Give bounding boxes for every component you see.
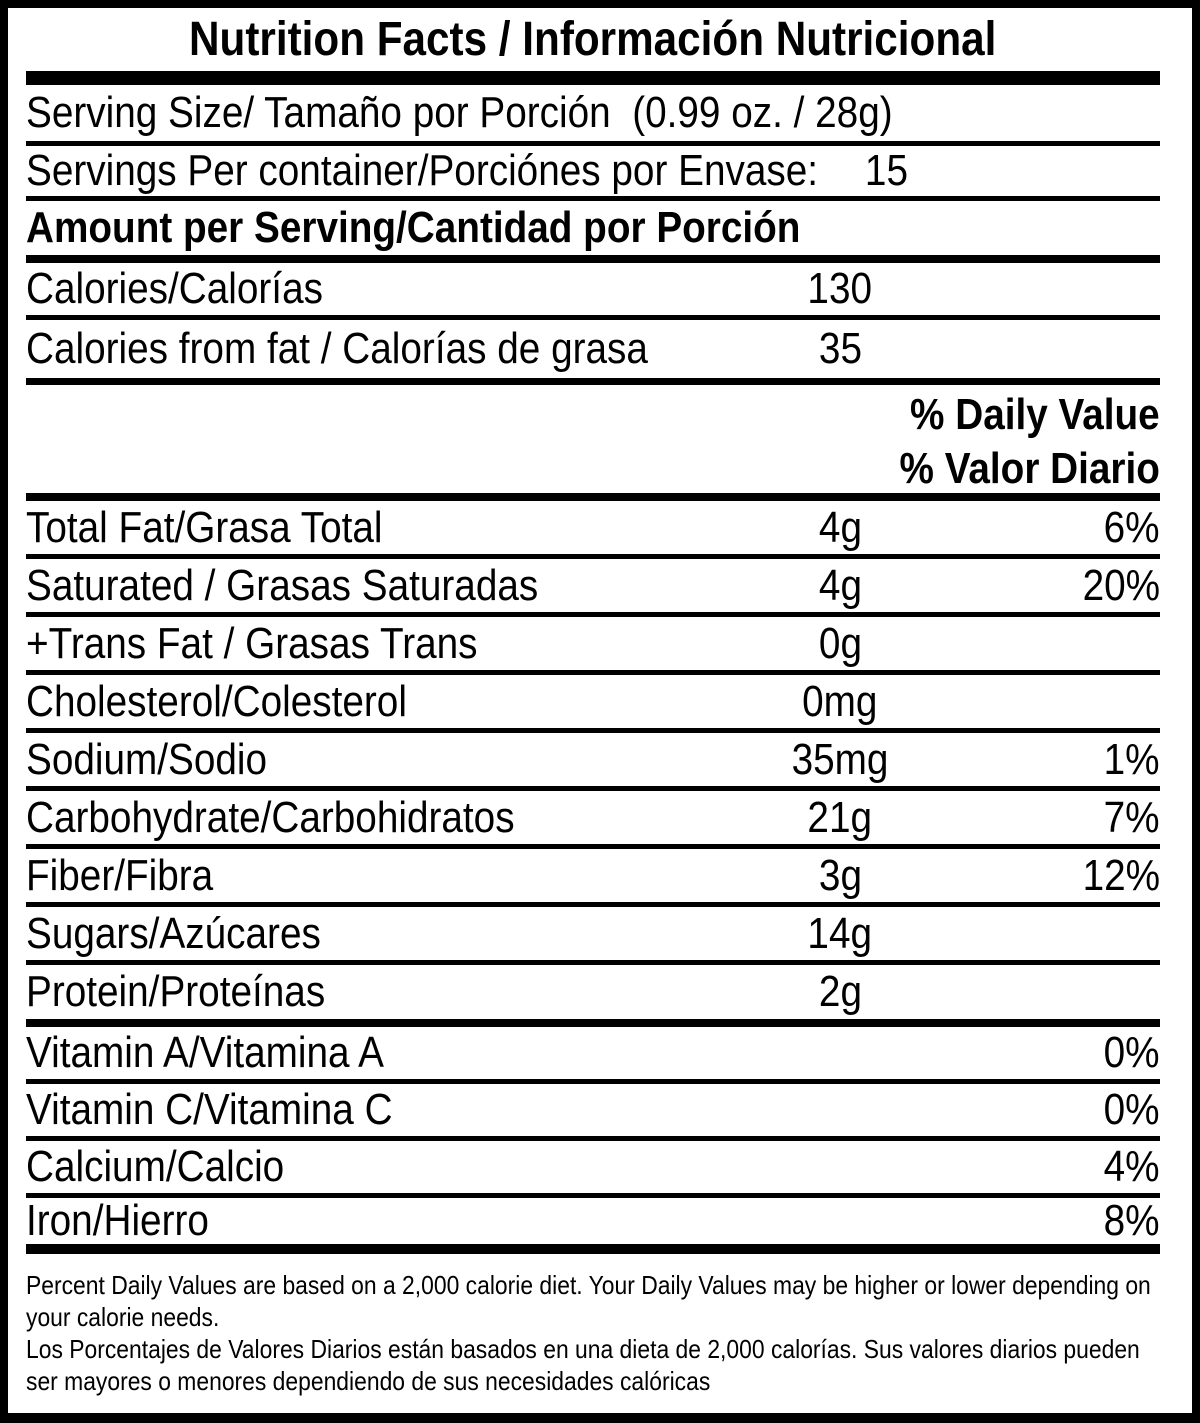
- calories-label: Calories/Calorías: [26, 264, 323, 313]
- serving-size-label: Serving Size/ Tamaño por Porción (0.99 o…: [26, 88, 893, 137]
- micronutrient-row-iron: Iron/Hierro 8%: [26, 1196, 1160, 1254]
- nutrient-dv: 20%: [1082, 560, 1160, 610]
- label-title-row: Nutrition Facts / Información Nutriciona…: [26, 8, 1160, 71]
- calories-from-fat-label: Calories from fat / Calorías de grasa: [26, 324, 648, 373]
- servings-per-container-label: Servings Per container/Porciónes por Env…: [26, 146, 819, 195]
- nutrient-row-protein: Protein/Proteínas 2g: [26, 965, 1160, 1027]
- nutrient-amount: 4g: [818, 502, 862, 552]
- nutrient-row-cholesterol: Cholesterol/Colesterol 0mg: [26, 675, 1160, 733]
- micronutrient-dv: 4%: [1104, 1142, 1160, 1191]
- micronutrient-row-vitamin-c: Vitamin C/Vitamina C 0%: [26, 1084, 1160, 1141]
- amount-per-serving-header: Amount per Serving/Cantidad por Porción: [26, 203, 801, 252]
- nutrient-label: Sodium/Sodio: [26, 734, 268, 784]
- nutrient-amount: 21g: [807, 792, 873, 842]
- daily-value-header-es: % Valor Diario: [899, 444, 1160, 493]
- nutrient-label: Total Fat/Grasa Total: [26, 502, 383, 552]
- nutrient-label: Fiber/Fibra: [26, 850, 214, 900]
- nutrient-amount: 4g: [818, 560, 862, 610]
- footnote-es: Los Porcentajes de Valores Diarios están…: [26, 1333, 1140, 1396]
- micronutrient-label: Vitamin A/Vitamina A: [26, 1028, 385, 1077]
- daily-value-header-en: % Daily Value: [910, 390, 1160, 439]
- nutrient-row-carbohydrate: Carbohydrate/Carbohidratos 21g 7%: [26, 791, 1160, 849]
- micronutrient-dv: 0%: [1104, 1085, 1160, 1134]
- nutrient-row-sugars: Sugars/Azúcares 14g: [26, 907, 1160, 965]
- calories-from-fat-row: Calories from fat / Calorías de grasa 35: [26, 320, 1160, 385]
- calories-from-fat-value: 35: [818, 324, 862, 373]
- micronutrient-label: Calcium/Calcio: [26, 1142, 285, 1191]
- nutrient-row-trans-fat: +Trans Fat / Grasas Trans 0g: [26, 617, 1160, 675]
- nutrient-label: Saturated / Grasas Saturadas: [26, 560, 539, 610]
- nutrient-label: Sugars/Azúcares: [26, 908, 321, 958]
- nutrient-row-fiber: Fiber/Fibra 3g 12%: [26, 849, 1160, 907]
- nutrient-amount: 14g: [807, 908, 873, 958]
- nutrient-label: Cholesterol/Colesterol: [26, 676, 407, 726]
- label-title: Nutrition Facts / Información Nutriciona…: [189, 13, 997, 66]
- title-divider-bar: [26, 71, 1160, 85]
- footnote: Percent Daily Values are based on a 2,00…: [26, 1254, 1160, 1413]
- micronutrient-row-calcium: Calcium/Calcio 4%: [26, 1141, 1160, 1198]
- nutrient-amount: 35mg: [791, 734, 889, 784]
- micronutrient-row-vitamin-a: Vitamin A/Vitamina A 0%: [26, 1027, 1160, 1084]
- nutrient-amount: 0g: [818, 618, 862, 668]
- micronutrient-label: Iron/Hierro: [26, 1196, 209, 1245]
- nutrient-row-saturated-fat: Saturated / Grasas Saturadas 4g 20%: [26, 559, 1160, 617]
- servings-per-container-row: Servings Per container/Porciónes por Env…: [26, 146, 1160, 201]
- footnote-en: Percent Daily Values are based on a 2,00…: [26, 1270, 1151, 1332]
- daily-value-header-row-es: % Valor Diario: [26, 444, 1160, 501]
- nutrient-row-total-fat: Total Fat/Grasa Total 4g 6%: [26, 501, 1160, 559]
- nutrient-dv: 1%: [1104, 734, 1160, 784]
- nutrient-label: +Trans Fat / Grasas Trans: [26, 618, 478, 668]
- nutrient-label: Protein/Proteínas: [26, 967, 326, 1016]
- micronutrient-dv: 0%: [1104, 1028, 1160, 1077]
- micronutrient-dv: 8%: [1104, 1196, 1160, 1245]
- amount-per-serving-header-row: Amount per Serving/Cantidad por Porción: [26, 201, 1160, 263]
- nutrient-amount: 2g: [818, 967, 862, 1016]
- servings-per-container-value: 15: [864, 146, 908, 195]
- nutrient-amount: 0mg: [802, 676, 878, 726]
- nutrient-dv: 7%: [1104, 792, 1160, 842]
- micronutrient-label: Vitamin C/Vitamina C: [26, 1085, 393, 1134]
- calories-row: Calories/Calorías 130: [26, 263, 1160, 320]
- nutrient-row-sodium: Sodium/Sodio 35mg 1%: [26, 733, 1160, 791]
- nutrient-dv: 12%: [1082, 850, 1160, 900]
- nutrient-label: Carbohydrate/Carbohidratos: [26, 792, 515, 842]
- nutrient-dv: 6%: [1104, 502, 1160, 552]
- daily-value-header-row-en: % Daily Value: [26, 385, 1160, 445]
- calories-value: 130: [807, 264, 873, 313]
- nutrient-amount: 3g: [818, 850, 862, 900]
- serving-size-row: Serving Size/ Tamaño por Porción (0.99 o…: [26, 85, 1160, 146]
